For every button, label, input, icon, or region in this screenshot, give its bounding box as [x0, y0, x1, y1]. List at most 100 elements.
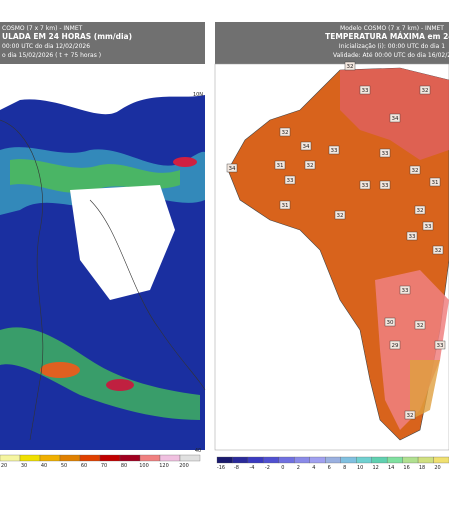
station-box	[274, 160, 286, 170]
station-value: 33	[362, 88, 369, 94]
station-value: 32	[417, 323, 424, 329]
colorbar-swatch	[417, 456, 434, 464]
station-value: 33	[362, 183, 369, 189]
rain-core	[40, 362, 80, 378]
station-box	[379, 148, 391, 158]
station-value: 32	[412, 168, 419, 174]
colorbar-swatch	[247, 456, 264, 464]
station-box	[284, 175, 296, 185]
station-value: 33	[382, 183, 389, 189]
station-box	[406, 231, 418, 241]
colorbar-label: 0	[281, 465, 284, 471]
colorbar-swatch	[356, 456, 372, 464]
station-value: 32	[422, 88, 429, 94]
colorbar-swatch	[402, 456, 419, 464]
colorbar-swatch	[139, 454, 161, 462]
colorbar-swatch	[263, 456, 280, 464]
station-box	[404, 410, 416, 420]
header-line: o dia 15/02/2026 ( t + 75 horas )	[2, 52, 101, 59]
colorbar-label: 70	[101, 463, 107, 469]
station-value: 31	[432, 180, 439, 186]
colorbar-label: 18	[419, 465, 425, 471]
station-value: 33	[437, 343, 444, 349]
colorbar-label: 120	[159, 463, 169, 469]
colorbar-label: 40	[41, 463, 47, 469]
right-header-bg	[215, 22, 449, 64]
station-box	[359, 180, 371, 190]
lat-label: 10N	[193, 92, 203, 98]
colorbar-swatch	[294, 456, 310, 464]
land-north	[0, 64, 205, 115]
colorbar-swatch	[278, 456, 295, 464]
station-box	[419, 85, 431, 95]
colorbar-label: 30	[21, 463, 27, 469]
header-line: Modelo COSMO (7 x 7 km) - INMET	[340, 25, 444, 32]
colorbar-swatch	[340, 456, 357, 464]
header-line: Validade: Até 00:00 UTC do dia 16/02/2	[333, 52, 449, 59]
station-value: 32	[282, 130, 289, 136]
station-box	[359, 85, 371, 95]
station-box	[344, 61, 356, 71]
station-value: 29	[392, 343, 399, 349]
colorbar-swatch	[79, 454, 101, 462]
colorbar-label: -2	[265, 465, 270, 471]
header-line: Inicialização (i): 00:00 UTC do dia 1	[339, 43, 445, 50]
station-box	[300, 141, 312, 151]
colorbar-label: 200	[179, 463, 189, 469]
station-value: 32	[407, 413, 414, 419]
colorbar-label: 12	[372, 465, 378, 471]
colorbar-swatch	[99, 454, 121, 462]
colorbar-label: 10	[357, 465, 363, 471]
station-box	[399, 285, 411, 295]
station-box	[279, 200, 291, 210]
colorbar-label: 60	[81, 463, 87, 469]
colorbar-label: 4	[312, 465, 315, 471]
colorbar-swatch	[59, 454, 81, 462]
left-header-bg	[0, 22, 205, 64]
header-line: 00:00 UTC do dia 12/02/2026	[2, 43, 90, 50]
station-value: 32	[435, 248, 442, 254]
colorbar-swatch	[179, 454, 201, 462]
colorbar-swatch	[325, 456, 341, 464]
station-value: 32	[417, 208, 424, 214]
station-value: 30	[387, 320, 394, 326]
colorbar-label: 80	[121, 463, 127, 469]
colorbar-swatch	[159, 454, 181, 462]
station-value: 31	[277, 163, 284, 169]
station-box	[304, 160, 316, 170]
station-value: 34	[392, 116, 399, 122]
station-box	[432, 245, 444, 255]
colorbar-swatch	[433, 456, 449, 464]
colorbar-swatch	[39, 454, 61, 462]
station-box	[409, 165, 421, 175]
colorbar-label: 20	[434, 465, 440, 471]
colorbar-swatch	[0, 454, 21, 462]
colorbar-label: 16	[403, 465, 409, 471]
mild-area	[410, 360, 440, 420]
colorbar-label: 20	[1, 463, 7, 469]
station-box	[379, 180, 391, 190]
colorbar-label: 100	[139, 463, 149, 469]
station-box	[414, 205, 426, 215]
colorbar-swatch	[232, 456, 249, 464]
station-value: 34	[303, 144, 310, 150]
station-value: 33	[287, 178, 294, 184]
station-box	[389, 113, 401, 123]
station-value: 33	[382, 151, 389, 157]
station-box	[226, 163, 238, 173]
rain-band	[0, 327, 200, 420]
colorbar-swatch	[309, 456, 326, 464]
lat-label: 40	[195, 448, 201, 454]
station-value: 33	[331, 148, 338, 154]
rain-core	[173, 157, 197, 167]
colorbar-label: 14	[388, 465, 394, 471]
rain-core	[106, 379, 134, 391]
station-box	[328, 145, 340, 155]
colorbar-swatch	[371, 456, 388, 464]
header-line: TEMPERATURA MÁXIMA em 24h	[325, 32, 449, 41]
station-value: 34	[229, 166, 236, 172]
colorbar-swatch	[216, 456, 233, 464]
station-value: 32	[307, 163, 314, 169]
station-box	[414, 320, 426, 330]
